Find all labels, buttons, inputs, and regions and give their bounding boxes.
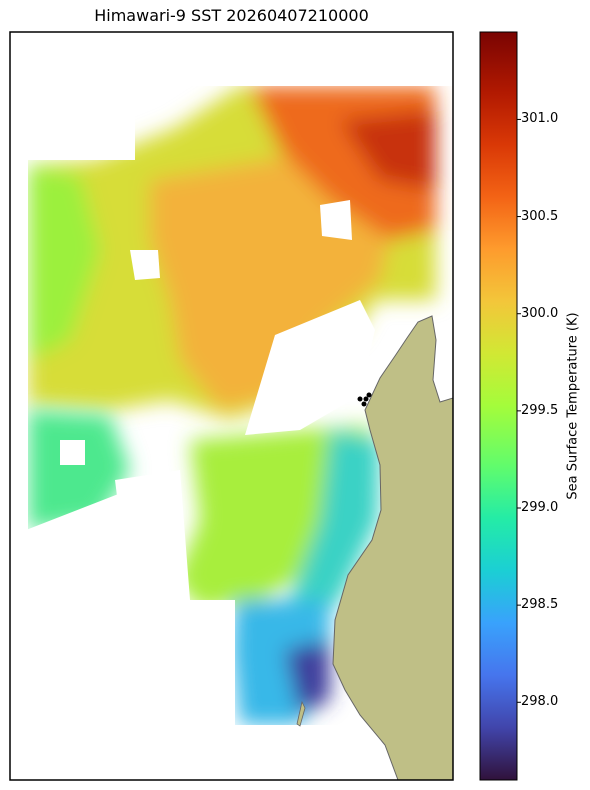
station-marker <box>366 392 372 398</box>
station-marker <box>361 401 367 407</box>
colorbar-tick-label: 300.5 <box>521 208 559 224</box>
colorbar-ticks <box>517 118 521 703</box>
station-marker <box>363 396 369 402</box>
colorbar-tick-label: 299.5 <box>521 402 559 418</box>
colorbar-tick-label: 301.0 <box>521 111 559 127</box>
colorbar-tick-label: 300.0 <box>521 305 559 321</box>
colorbar-tick-label: 298.0 <box>521 694 559 710</box>
colorbar-tick-label: 299.0 <box>521 500 559 515</box>
colorbar-tick-label: 298.5 <box>521 597 559 613</box>
land-mass <box>332 315 453 780</box>
map-frame <box>9 31 454 781</box>
island <box>296 700 306 727</box>
colorbar-label: Sea Surface Temperature (K) <box>565 312 581 500</box>
plot-title: Himawari-9 SST 20260407210000 <box>94 6 369 25</box>
station-markers <box>357 392 372 407</box>
station-marker <box>357 396 363 402</box>
colorbar <box>479 31 518 781</box>
